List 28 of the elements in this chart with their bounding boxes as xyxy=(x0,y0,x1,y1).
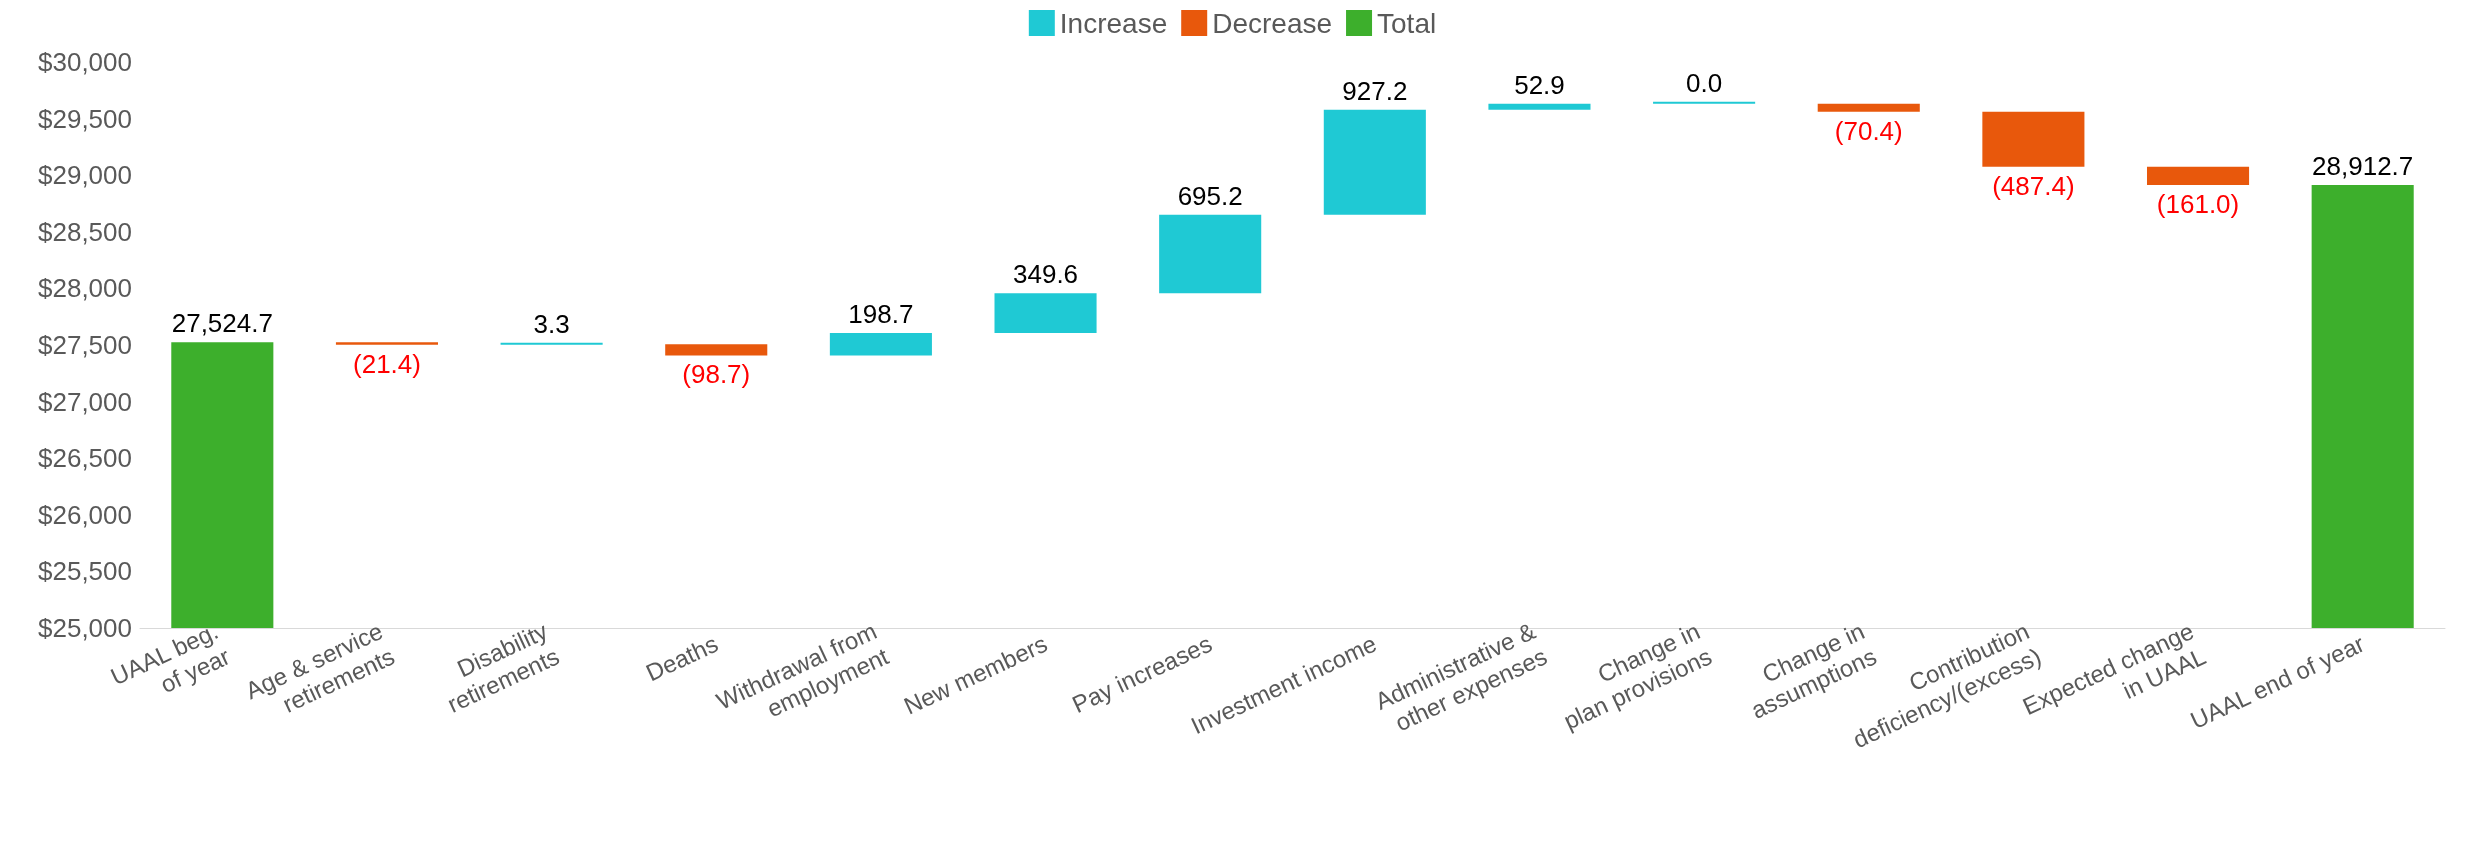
data-label: 52.9 xyxy=(1514,69,1565,100)
y-tick-label: $26,500 xyxy=(38,443,132,474)
y-tick-label: $26,000 xyxy=(38,499,132,530)
data-label: (98.7) xyxy=(682,359,751,390)
data-label: 198.7 xyxy=(848,298,914,329)
data-label: 27,524.7 xyxy=(171,308,273,339)
y-tick-label: $28,500 xyxy=(38,216,132,247)
y-tick-label: $27,500 xyxy=(38,330,132,360)
data-label: 28,912.7 xyxy=(2312,151,2414,182)
data-label: 349.6 xyxy=(1013,259,1079,290)
y-tick-label: $25,000 xyxy=(38,613,132,643)
data-label: 695.2 xyxy=(1177,180,1243,211)
y-tick-label: $25,500 xyxy=(38,556,132,587)
y-tick-label: $29,000 xyxy=(38,160,132,191)
data-label: 3.3 xyxy=(533,308,570,339)
data-label: 927.2 xyxy=(1342,75,1408,106)
data-label: (70.4) xyxy=(1834,115,1903,146)
data-label: 0.0 xyxy=(1686,67,1723,98)
y-tick-label: $28,000 xyxy=(38,273,132,304)
data-label: (487.4) xyxy=(1992,170,2075,201)
data-label: (21.4) xyxy=(353,348,421,379)
y-tick-label: $30,000 xyxy=(38,47,132,77)
legend-label: Decrease xyxy=(1212,7,1333,39)
legend-label: Total xyxy=(1377,7,1437,39)
data-label: (161.0) xyxy=(2156,189,2240,220)
y-tick-label: $29,500 xyxy=(38,103,132,134)
y-tick-label: $27,000 xyxy=(38,386,132,417)
legend-label: Increase xyxy=(1059,7,1168,39)
